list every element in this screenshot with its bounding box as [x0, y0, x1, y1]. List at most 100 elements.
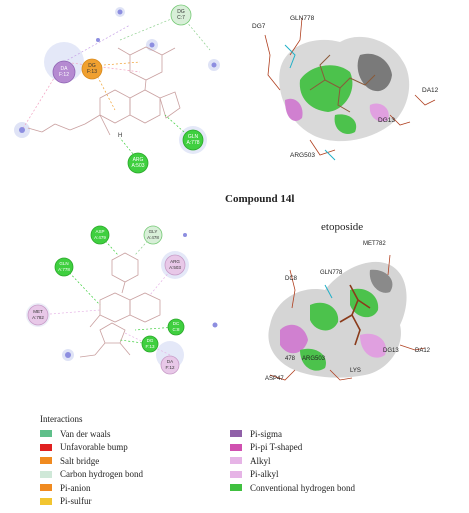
- legend-label: Carbon hydrogen bond: [60, 469, 143, 479]
- svg-text:F:12: F:12: [165, 365, 175, 370]
- svg-text:A:479: A:479: [94, 235, 106, 240]
- etoposide-caption: etoposide: [321, 221, 364, 233]
- legend-label: Van der waals: [60, 428, 111, 439]
- residue-arg-a503: ARG A:503: [164, 254, 186, 276]
- residue-dg-f13: DG F:13: [141, 335, 159, 353]
- residue-sticks-cyan: [324, 284, 333, 299]
- svg-text:F:12: F:12: [59, 72, 69, 78]
- legend-swatch: [40, 470, 52, 478]
- legend-swatch: [40, 430, 52, 437]
- svg-text:ASP: ASP: [95, 229, 104, 234]
- svg-text:GLN: GLN: [59, 261, 68, 266]
- residue-arg-a503: ARG A:503: [127, 152, 149, 174]
- residue-label: ARG503: [290, 152, 315, 159]
- svg-text:F:13: F:13: [87, 69, 97, 75]
- legend-label: Unfavorable bump: [60, 442, 128, 452]
- compound-2d-interaction-diagram: H DG C:7 DA F:12 DG F:13 GLN A:778 ARG A…: [14, 4, 220, 174]
- svg-text:A:778: A:778: [186, 140, 199, 146]
- residue-dc-c8: DC C:8: [167, 318, 185, 336]
- residue-sticks-cyan: [284, 44, 336, 161]
- residue-dg-f13: DG F:13: [81, 58, 103, 80]
- legend-item: Pi-alkyl: [230, 469, 279, 480]
- svg-text:A:503: A:503: [131, 163, 144, 169]
- legend-item: Alkyl: [230, 455, 271, 466]
- residue-label: DG7: [252, 23, 266, 30]
- residue-label: ARG503: [302, 356, 326, 362]
- svg-text:DG: DG: [147, 338, 154, 343]
- legend-item: Pi-pi T-shaped: [230, 442, 302, 453]
- compound-caption: Compound 14l: [225, 193, 295, 205]
- ligand-skeleton: [27, 46, 181, 136]
- interaction-lines: [37, 234, 177, 356]
- legend-swatch: [40, 457, 52, 464]
- svg-text:DA: DA: [61, 66, 69, 72]
- compound-3d-docking-pose: DG7 GLN778 DA12 DG13 ARG503: [252, 15, 439, 161]
- svg-text:A:478: A:478: [147, 235, 159, 240]
- legend-label: Pi-pi T-shaped: [250, 442, 303, 452]
- legend-swatch: [40, 443, 52, 451]
- legend-label: Pi-alkyl: [250, 469, 279, 479]
- svg-text:DG: DG: [88, 63, 96, 69]
- atom-label: H: [118, 133, 122, 139]
- legend-swatch: [230, 470, 242, 478]
- residue-label: GLN778: [290, 15, 315, 22]
- residue-labels: DG7 GLN778 DA12 DG13 ARG503: [252, 15, 439, 159]
- svg-text:A:778: A:778: [58, 267, 70, 272]
- residue-label: LYS: [350, 368, 361, 374]
- etoposide-3d-docking-pose: MET782 DC8 GLN778 DG13 DA12 478 ARG503 A…: [265, 241, 431, 382]
- svg-text:DC: DC: [173, 321, 180, 326]
- legend-swatch: [40, 497, 52, 505]
- svg-text:C:7: C:7: [177, 15, 185, 21]
- svg-text:A:503: A:503: [169, 265, 181, 270]
- svg-text:GLY: GLY: [149, 229, 158, 234]
- residue-label: DG13: [383, 348, 399, 354]
- residue-gln-a778: GLN A:778: [54, 257, 74, 277]
- residue-gly-a478: GLY A:478: [143, 225, 163, 245]
- residue-label: DA12: [422, 87, 439, 94]
- legend-item: Van der waals: [40, 428, 110, 439]
- legend-label: Conventional hydrogen bond: [250, 482, 355, 493]
- residue-labels: MET782 DC8 GLN778 DG13 DA12 478 ARG503 A…: [265, 241, 431, 382]
- legend-swatch: [230, 430, 242, 437]
- residue-da-f12: DA F:12: [52, 60, 76, 84]
- legend-swatch: [40, 484, 52, 491]
- residue-label: GLN778: [320, 270, 343, 276]
- residue-sticks: [269, 254, 426, 381]
- residue-met-a782: MET A:782: [27, 304, 49, 326]
- svg-text:ARG: ARG: [170, 259, 180, 264]
- legend-label: Pi-sulfur: [60, 496, 92, 506]
- legend-swatch: [230, 443, 242, 451]
- legend-item: Carbon hydrogen bond: [40, 469, 143, 480]
- legend-label: Pi-sigma: [250, 428, 283, 439]
- etoposide-2d-interaction-diagram: ASP A:479 GLY A:478 ARG A:503 GLN A:778 …: [26, 225, 218, 375]
- legend-item: Pi-anion: [40, 482, 91, 493]
- legend-label: Salt bridge: [60, 455, 100, 466]
- residue-label: MET782: [363, 241, 386, 247]
- atom-dots: [19, 9, 217, 133]
- interactions-legend: Interactions Van der waals Unfavorable bu…: [40, 414, 460, 509]
- residue-da-f12: DA F:12: [160, 355, 180, 375]
- ligand-sticks: [339, 284, 371, 346]
- ligand-skeleton: [79, 252, 161, 358]
- svg-text:DG: DG: [177, 9, 185, 15]
- legend-title: Interactions: [40, 414, 83, 424]
- svg-text:ARG: ARG: [133, 157, 144, 163]
- residue-label: 478: [285, 356, 296, 362]
- legend-item: Conventional hydrogen bond: [230, 482, 355, 493]
- residue-sticks: [264, 17, 436, 156]
- svg-text:F:13: F:13: [145, 344, 155, 349]
- legend-item: Pi-sigma: [230, 428, 282, 439]
- svg-text:MET: MET: [33, 309, 43, 314]
- legend-item: Pi-sulfur: [40, 496, 92, 507]
- legend-label: Pi-anion: [60, 482, 91, 493]
- legend-swatch: [230, 484, 242, 491]
- residue-label: DG13: [378, 117, 395, 124]
- legend-item: Salt bridge: [40, 455, 99, 466]
- legend-label: Alkyl: [250, 455, 271, 466]
- protein-surface: [279, 36, 410, 142]
- residue-dg-c7: DG C:7: [170, 4, 192, 26]
- svg-text:GLN: GLN: [188, 134, 199, 140]
- residue-gln-a778: GLN A:778: [182, 129, 204, 151]
- residue-asp-a479: ASP A:479: [90, 225, 110, 245]
- residue-label: ASP47: [265, 376, 284, 382]
